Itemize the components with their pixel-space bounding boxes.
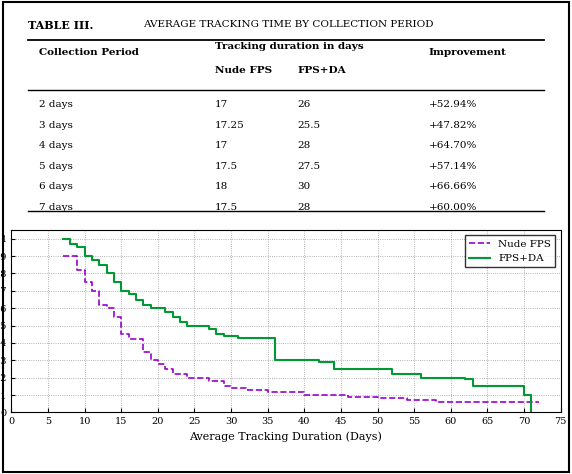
Text: FPS+DA: FPS+DA xyxy=(297,66,345,75)
Text: +60.00%: +60.00% xyxy=(429,203,477,212)
Text: 28: 28 xyxy=(297,141,310,150)
Text: +64.70%: +64.70% xyxy=(429,141,477,150)
Text: +52.94%: +52.94% xyxy=(429,100,477,109)
Text: 27.5: 27.5 xyxy=(297,162,320,171)
Text: 17.5: 17.5 xyxy=(214,162,238,171)
Text: 30: 30 xyxy=(297,182,310,191)
X-axis label: Average Tracking Duration (Days): Average Tracking Duration (Days) xyxy=(189,432,383,442)
Text: 25.5: 25.5 xyxy=(297,121,320,130)
Text: 17: 17 xyxy=(214,141,228,150)
Text: Nude FPS: Nude FPS xyxy=(214,66,272,75)
Text: 4 days: 4 days xyxy=(39,141,73,150)
Text: 26: 26 xyxy=(297,100,310,109)
Legend: Nude FPS, FPS+DA: Nude FPS, FPS+DA xyxy=(465,235,555,267)
Text: 28: 28 xyxy=(297,203,310,212)
Text: +57.14%: +57.14% xyxy=(429,162,477,171)
Text: Collection Period: Collection Period xyxy=(39,48,139,57)
Text: 17.25: 17.25 xyxy=(214,121,244,130)
Text: +47.82%: +47.82% xyxy=(429,121,477,130)
Text: 7 days: 7 days xyxy=(39,203,73,212)
Text: Tracking duration in days: Tracking duration in days xyxy=(214,42,363,51)
Text: 3 days: 3 days xyxy=(39,121,73,130)
Text: TABLE III.: TABLE III. xyxy=(28,20,93,31)
Text: 18: 18 xyxy=(214,182,228,191)
Text: 17: 17 xyxy=(214,100,228,109)
Text: Improvement: Improvement xyxy=(429,48,507,57)
Text: +66.66%: +66.66% xyxy=(429,182,477,191)
Text: 5 days: 5 days xyxy=(39,162,73,171)
Text: 2 days: 2 days xyxy=(39,100,73,109)
Text: 6 days: 6 days xyxy=(39,182,73,191)
Text: 17.5: 17.5 xyxy=(214,203,238,212)
Text: AVERAGE TRACKING TIME BY COLLECTION PERIOD: AVERAGE TRACKING TIME BY COLLECTION PERI… xyxy=(143,20,434,29)
